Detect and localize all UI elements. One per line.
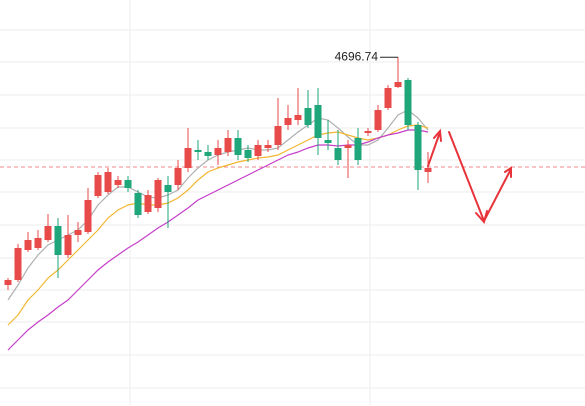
candle-body xyxy=(114,180,122,185)
candle-body xyxy=(274,126,282,145)
candle-body xyxy=(64,235,72,255)
candle-body xyxy=(24,240,32,250)
candle-body xyxy=(314,105,322,138)
candle xyxy=(134,190,142,218)
candle xyxy=(314,88,322,155)
candle-body xyxy=(414,125,422,170)
candle-body xyxy=(304,108,312,125)
candle-body xyxy=(214,148,222,155)
candle-body xyxy=(144,195,152,212)
candle xyxy=(14,244,22,282)
candle xyxy=(324,120,332,150)
candle-body xyxy=(254,145,262,156)
candle xyxy=(244,145,252,162)
candle-body xyxy=(164,185,172,192)
candle-body xyxy=(204,152,212,156)
arrow-head xyxy=(433,128,442,142)
candle xyxy=(354,128,362,165)
candle-body xyxy=(184,148,192,168)
candle xyxy=(184,128,192,172)
candle-body xyxy=(234,138,242,155)
arrow-head xyxy=(475,210,488,225)
arrow-big xyxy=(448,131,512,224)
candle-body xyxy=(284,118,292,125)
candle xyxy=(84,188,92,234)
candle xyxy=(274,98,282,150)
candle xyxy=(254,140,262,160)
candle xyxy=(174,160,182,190)
candle-body xyxy=(394,82,402,87)
candle-body xyxy=(364,131,372,133)
candle xyxy=(344,140,352,178)
candle xyxy=(224,130,232,156)
candle-body xyxy=(74,230,82,235)
candle xyxy=(204,145,212,160)
candle xyxy=(284,105,292,130)
candle-body xyxy=(34,238,42,248)
candle xyxy=(74,222,82,242)
candle xyxy=(64,215,72,258)
candle-body xyxy=(94,175,102,196)
candle xyxy=(94,172,102,198)
candle-body xyxy=(264,145,272,148)
moving-average xyxy=(7,109,429,301)
peak-label: 4696.74 xyxy=(335,49,379,63)
candle xyxy=(104,168,112,194)
candle-body xyxy=(194,150,202,152)
candle-body xyxy=(374,110,382,130)
candle-body xyxy=(4,280,12,285)
candle-body xyxy=(354,138,362,160)
candle xyxy=(4,278,12,290)
candle-body xyxy=(244,150,252,158)
candle xyxy=(164,176,172,228)
candle-body xyxy=(424,168,432,172)
plot: 4696.74 xyxy=(4,49,432,351)
candle xyxy=(424,152,432,183)
candle xyxy=(124,176,132,192)
candle-body xyxy=(54,226,62,255)
candle-body xyxy=(344,145,352,148)
candle xyxy=(154,178,162,212)
candle xyxy=(264,140,272,152)
candle-body xyxy=(334,148,342,160)
candle xyxy=(384,85,392,110)
candle-body xyxy=(84,200,92,232)
candle xyxy=(234,130,242,160)
candle xyxy=(374,105,382,132)
candle xyxy=(44,214,52,242)
candle-body xyxy=(124,180,132,188)
candle xyxy=(114,176,122,188)
hand-drawn-arrow xyxy=(427,128,512,225)
arrow-head xyxy=(504,166,512,178)
candle xyxy=(34,230,42,250)
candle xyxy=(334,130,342,165)
candle xyxy=(24,232,32,252)
candle xyxy=(294,88,302,125)
candle-body xyxy=(404,80,412,125)
candle xyxy=(364,128,372,136)
candle xyxy=(404,78,412,130)
candle-body xyxy=(104,172,112,192)
candle-body xyxy=(384,88,392,108)
candle-body xyxy=(44,226,52,240)
candle xyxy=(304,90,312,128)
candle xyxy=(414,122,422,190)
candle-body xyxy=(324,140,332,143)
candle-body xyxy=(134,193,142,215)
candle xyxy=(194,140,202,160)
candle xyxy=(54,218,62,278)
candle-body xyxy=(174,168,182,185)
candle xyxy=(214,140,222,165)
candle xyxy=(394,57,402,88)
candle-body xyxy=(14,248,22,280)
candle-body xyxy=(154,180,162,208)
arrow-small xyxy=(427,131,441,167)
candle-body xyxy=(224,138,232,152)
candle-body xyxy=(294,115,302,120)
candle xyxy=(144,190,152,214)
